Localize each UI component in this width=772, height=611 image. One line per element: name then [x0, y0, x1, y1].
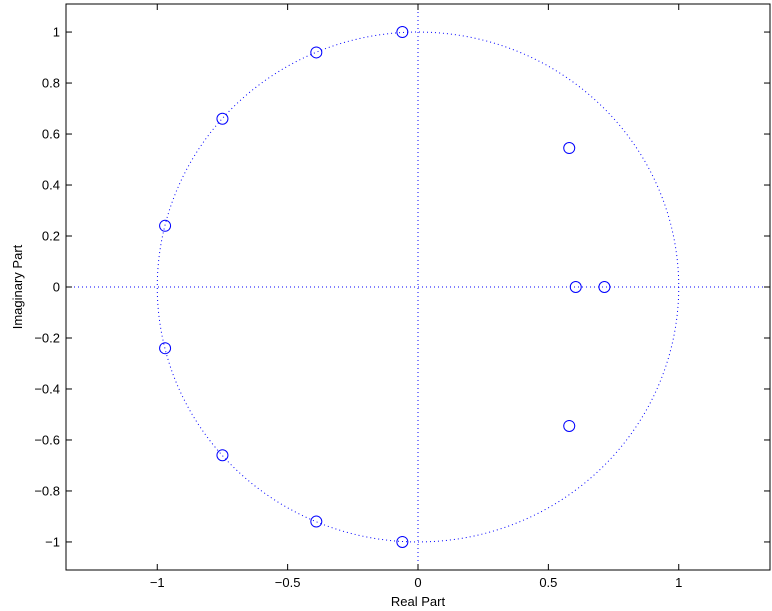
y-tick-label: −0.8	[34, 483, 60, 498]
y-tick-label: 0.2	[42, 229, 60, 244]
zero-marker	[159, 219, 172, 232]
y-tick-label: 0.4	[42, 178, 60, 193]
y-tick-label: 1	[53, 25, 60, 40]
x-tick-label: −0.5	[275, 575, 301, 590]
zero-marker	[310, 46, 323, 59]
zero-marker	[216, 112, 229, 125]
y-tick-label: −0.2	[34, 330, 60, 345]
y-tick-label: −0.4	[34, 381, 60, 396]
x-tick-label: 0.5	[539, 575, 557, 590]
zero-marker	[310, 515, 323, 528]
zero-marker	[216, 449, 229, 462]
x-tick-label: 0	[414, 575, 421, 590]
zero-marker	[396, 535, 409, 548]
y-tick-label: −0.6	[34, 432, 60, 447]
zero-marker	[396, 26, 409, 39]
zero-marker	[569, 281, 582, 293]
unit-circle	[156, 31, 680, 543]
y-tick-label: 0.8	[42, 76, 60, 91]
x-tick-label: −1	[150, 575, 165, 590]
guide-lines	[66, 4, 770, 570]
y-tick-label: 0.6	[42, 127, 60, 142]
x-tick-label: 1	[675, 575, 682, 590]
y-axis-label: Imaginary Part	[10, 244, 25, 329]
y-tick-label: −1	[45, 534, 60, 549]
y-tick-label: 0	[53, 280, 60, 295]
zero-marker	[563, 142, 576, 155]
data-markers	[159, 26, 611, 548]
x-axis-label: Real Part	[391, 594, 446, 609]
axis-ticks: −1 −0.5 0 0.5 1 1 0.8 0.6 0.4 0.2 0 −0.2 −0.4 −0.6 −0.…	[34, 4, 770, 590]
zero-marker	[159, 342, 172, 355]
zero-marker	[598, 281, 611, 293]
zero-marker	[563, 419, 576, 432]
